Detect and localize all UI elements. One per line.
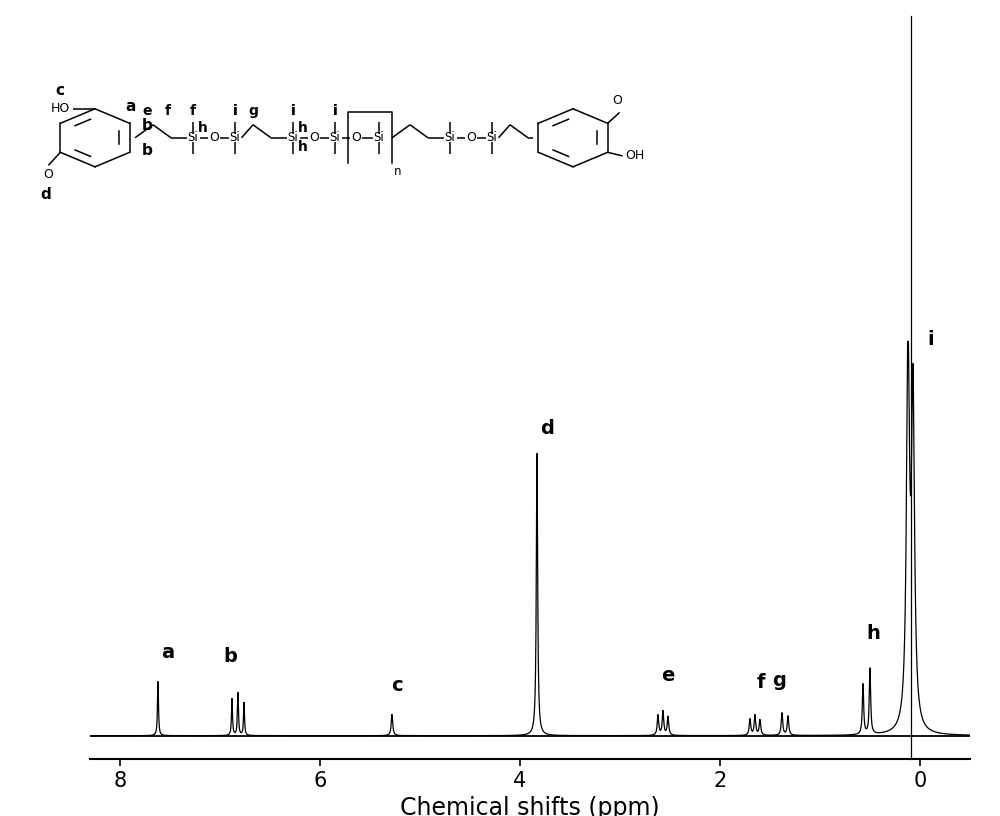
Text: c: c bbox=[56, 83, 64, 98]
Text: f: f bbox=[190, 104, 196, 118]
Text: Si: Si bbox=[445, 131, 455, 144]
X-axis label: Chemical shifts (ppm): Chemical shifts (ppm) bbox=[400, 796, 660, 816]
Text: O: O bbox=[309, 131, 319, 144]
Text: a: a bbox=[161, 643, 175, 663]
Text: f: f bbox=[757, 673, 765, 693]
Text: f: f bbox=[165, 104, 171, 118]
Text: OH: OH bbox=[626, 149, 645, 162]
Text: b: b bbox=[223, 647, 237, 666]
Text: a: a bbox=[125, 99, 136, 114]
Text: h: h bbox=[298, 122, 308, 135]
Text: e: e bbox=[661, 666, 675, 685]
Text: O: O bbox=[466, 131, 476, 144]
Text: g: g bbox=[772, 671, 786, 690]
Text: h: h bbox=[298, 140, 308, 154]
Text: O: O bbox=[351, 131, 361, 144]
Text: i: i bbox=[291, 104, 295, 118]
Text: O: O bbox=[209, 131, 219, 144]
Text: Si: Si bbox=[374, 131, 384, 144]
Text: i: i bbox=[333, 104, 337, 118]
Text: g: g bbox=[248, 104, 258, 118]
Text: e: e bbox=[142, 104, 152, 118]
Text: h: h bbox=[866, 624, 880, 643]
Text: h: h bbox=[198, 122, 208, 135]
Text: i: i bbox=[233, 104, 237, 118]
Text: i: i bbox=[928, 330, 934, 349]
Text: i: i bbox=[291, 104, 295, 118]
Text: i: i bbox=[333, 104, 337, 118]
Text: O: O bbox=[613, 94, 623, 107]
Text: c: c bbox=[391, 676, 403, 695]
Text: b: b bbox=[142, 144, 153, 158]
Text: i: i bbox=[233, 104, 237, 118]
Text: Si: Si bbox=[487, 131, 497, 144]
Text: O: O bbox=[43, 168, 53, 181]
Text: Si: Si bbox=[188, 131, 198, 144]
Text: Si: Si bbox=[288, 131, 298, 144]
Text: d: d bbox=[540, 419, 554, 438]
Text: n: n bbox=[394, 166, 402, 179]
Text: d: d bbox=[40, 187, 51, 202]
Text: Si: Si bbox=[230, 131, 240, 144]
Text: b: b bbox=[142, 118, 153, 133]
Text: HO: HO bbox=[51, 102, 70, 115]
Text: Si: Si bbox=[330, 131, 340, 144]
